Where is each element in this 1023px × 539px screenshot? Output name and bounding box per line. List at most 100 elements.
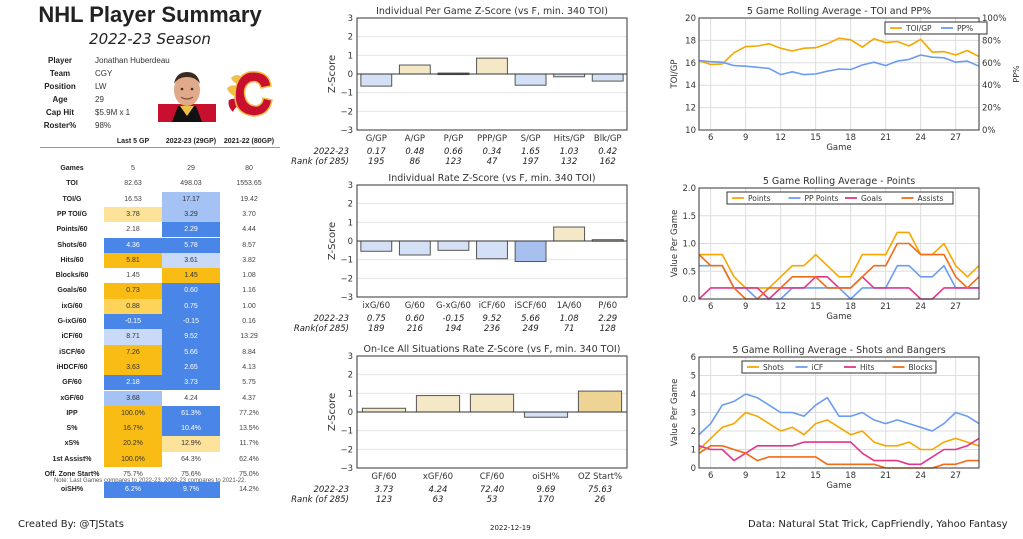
table-row: TOI/G 16.53 17.17 19.42	[40, 191, 280, 208]
x-tick-label: oiSH%	[532, 472, 559, 482]
info-row: Age 29	[40, 95, 200, 108]
row-label: 2022-23	[313, 314, 349, 324]
info-value: CGY	[95, 69, 113, 78]
table-cell: 75.7%	[123, 471, 143, 478]
y-tick-label: 1	[348, 389, 353, 399]
row-label: S%	[66, 425, 78, 433]
stat-value: 75.63	[588, 485, 612, 495]
table-row: oiSH% 6.2% 9.7% 14.2%	[40, 482, 280, 498]
legend-label: Blocks	[909, 363, 933, 372]
row-label: 1st Assist%	[52, 455, 92, 463]
chart-title: On-Ice All Situations Rate Z-Score (vs F…	[364, 344, 621, 355]
x-tick-label: 12	[775, 471, 786, 481]
y-tick-label: 5	[691, 372, 696, 382]
bar	[361, 407, 407, 413]
y-tick-label: 2	[348, 371, 353, 381]
y-tick-label: 0	[691, 464, 696, 474]
table-cell: 1.45	[126, 272, 140, 280]
y-tick-label: 6	[691, 353, 696, 363]
chart-title: Individual Per Game Z-Score (vs F, min. …	[376, 6, 608, 17]
legend: TOI/GP PP%	[884, 21, 988, 35]
table-row: TOI 82.63 498.03 1553.65	[40, 176, 280, 192]
plot-frame	[356, 184, 628, 298]
table-row: xGF/60 3.68 4.24 4.37	[40, 390, 280, 407]
table-cell: 0.73	[104, 283, 162, 299]
x-tick-label: ixG/60	[362, 301, 390, 311]
bar	[398, 64, 431, 75]
table-cell: 8.84	[242, 348, 256, 356]
bar	[360, 240, 393, 252]
bar	[415, 395, 461, 413]
y-right-tick-label: 40%	[982, 81, 1001, 91]
stat-value: 5.66	[521, 314, 541, 324]
y-tick-label: −1	[340, 256, 353, 266]
line-chart: 5 Game Rolling Average - Points 6 9 12 15 18 2…	[670, 176, 980, 322]
table-row: Shots/60 4.36 5.78 8.57	[40, 237, 280, 254]
x-tick-label: 12	[775, 133, 786, 143]
x-tick-label: G-xG/60	[436, 301, 471, 311]
row-label: TOI	[66, 180, 78, 188]
legend-box	[741, 360, 937, 374]
column-header: Last 5 GP	[116, 138, 150, 145]
y-right-tick-label: 60%	[982, 59, 1001, 69]
row-label: ixG/60	[61, 302, 83, 310]
info-label: Age	[52, 95, 68, 104]
stat-value: 1.65	[521, 147, 540, 157]
info-value: 29	[95, 95, 104, 104]
legend-label: TOI/GP	[905, 24, 932, 33]
legend: Points PP Points Goals Assists	[726, 191, 954, 205]
x-tick-label: xGF/60	[423, 472, 453, 482]
rank-value: 63	[433, 495, 444, 505]
row-label: Rank (of 285)	[291, 157, 349, 167]
y-axis-label: TOI/GP	[670, 60, 680, 90]
table-cell: 1.16	[242, 287, 256, 295]
legend-label: iCF	[812, 363, 824, 372]
row-label: iSCF/60	[59, 348, 85, 356]
table-row: Goals/60 0.73 0.60 1.16	[40, 283, 280, 299]
x-tick-label: iSCF/60	[514, 301, 546, 311]
info-label: Team	[49, 69, 71, 78]
table-row: Points/60 2.18 2.29 4.44	[40, 222, 280, 238]
rank-value: 26	[595, 495, 606, 505]
y-tick-label: −3	[340, 293, 353, 303]
table-cell: 100.0%	[104, 405, 162, 422]
row-label: Off. Zone Start%	[44, 471, 100, 478]
table-cell: 14.2%	[239, 486, 259, 494]
table-cell: 5.81	[104, 252, 162, 269]
info-label: Cap Hit	[46, 108, 74, 117]
stat-value: -0.15	[442, 314, 464, 324]
x-tick-label: 6	[708, 302, 713, 312]
table-cell: 3.70	[242, 210, 256, 218]
plot-frame	[356, 17, 628, 131]
x-tick-label: 9	[743, 302, 748, 312]
y-tick-label: −1	[340, 89, 353, 99]
x-tick-label: PPP/GP	[477, 134, 507, 144]
x-tick-label: 12	[775, 302, 786, 312]
table-cell: 8.71	[104, 329, 162, 345]
table-cell: 61.3%	[162, 405, 220, 422]
y-tick-label: 4	[691, 390, 696, 400]
info-value: $5.9M x 1	[95, 108, 131, 117]
series-line-pp-	[698, 54, 980, 76]
y-tick-label: 18	[685, 36, 696, 46]
table-cell: 9.7%	[162, 482, 220, 498]
rank-value: 249	[522, 324, 538, 334]
table-row: PP TOI/G 3.78 3.29 3.70	[40, 206, 280, 223]
report-date: 2022-12-19	[490, 524, 531, 532]
info-label: Player	[47, 56, 73, 65]
info-row: Player Jonathan Huberdeau	[40, 56, 200, 69]
rank-value: 47	[487, 157, 498, 167]
x-tick-label: Blk/GP	[594, 134, 622, 144]
table-cell: 2.18	[104, 375, 162, 391]
y-right-tick-label: 20%	[982, 104, 1001, 114]
legend-label: PP%	[957, 24, 973, 33]
rank-value: 128	[600, 324, 617, 334]
y-tick-label: −2	[340, 274, 353, 284]
bar	[437, 240, 470, 251]
season-subtitle: 2022-23 Season	[89, 30, 211, 48]
info-row: Team CGY	[40, 69, 200, 82]
series-line-points	[699, 231, 980, 289]
plot-frame	[698, 17, 980, 131]
x-tick-label: 21	[880, 302, 891, 312]
chart-title: 5 Game Rolling Average - TOI and PP%	[747, 6, 931, 17]
